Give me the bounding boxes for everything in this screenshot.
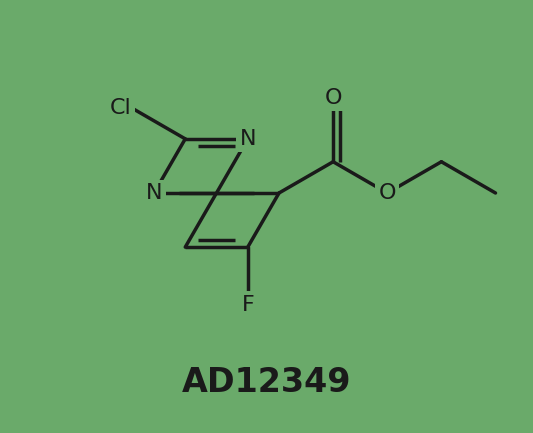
Text: N: N [146,183,162,203]
Text: Cl: Cl [110,97,132,118]
Text: F: F [241,294,254,315]
Text: N: N [239,129,256,149]
Text: AD12349: AD12349 [182,366,351,400]
Text: O: O [378,183,396,203]
Text: O: O [325,88,342,108]
